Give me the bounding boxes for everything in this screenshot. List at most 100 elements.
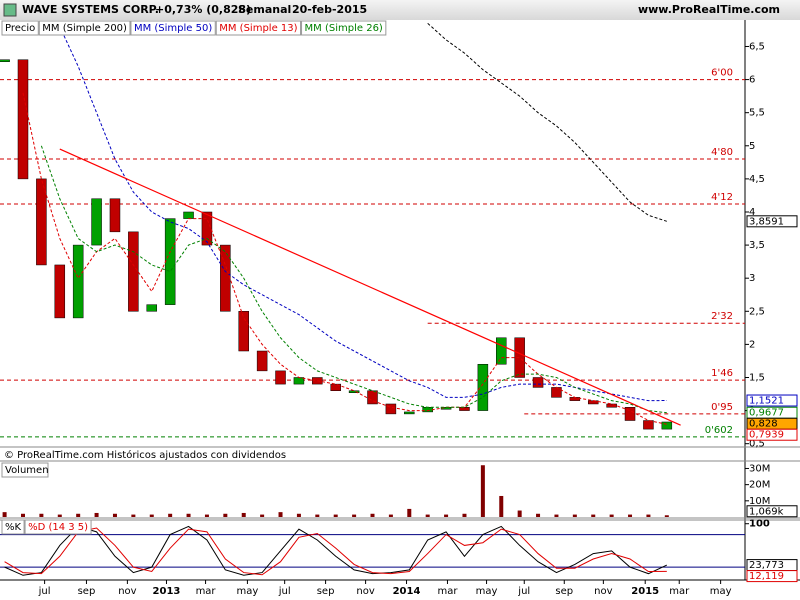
candle [256, 350, 268, 372]
candle [551, 387, 562, 398]
candle [109, 198, 121, 233]
volume-bar [260, 514, 265, 517]
candle [238, 311, 249, 352]
instrument-title: WAVE SYSTEMS CORP. [22, 3, 159, 16]
volume-bar [591, 514, 596, 517]
price-axis-area [745, 20, 800, 580]
indicator-line [4, 525, 668, 576]
volume-bar [2, 512, 7, 517]
volume-bar [407, 508, 412, 517]
legend-box [1, 519, 25, 535]
y-tick-label: 30M [749, 463, 770, 474]
header-bar [0, 0, 800, 20]
x-tick-label: 2013 [153, 586, 181, 597]
legend-entry: %D (14 3 5) [28, 522, 88, 533]
x-tick-label: jul [517, 586, 530, 597]
volume-bar [572, 514, 577, 517]
volume-bar [352, 514, 357, 517]
legend-entry: MM (Simple 13) [219, 23, 297, 34]
level-label: 4'80 [711, 147, 733, 158]
x-tick-label: 2015 [631, 586, 659, 597]
candle [164, 218, 176, 305]
x-tick-label: sep [78, 586, 96, 597]
volume-bar [536, 513, 541, 517]
x-tick-label: sep [555, 586, 573, 597]
menu-icon[interactable] [3, 3, 17, 17]
value-label: 0,9677 [749, 408, 784, 419]
candle [72, 244, 84, 319]
value-label: 1,1521 [749, 396, 784, 407]
x-tick-label: may [237, 586, 259, 597]
price-change: +0,73% (0,828) [155, 3, 251, 16]
x-tick-label: nov [594, 586, 612, 597]
x-tick-label: nov [356, 586, 374, 597]
x-tick-label: jul [38, 586, 51, 597]
value-label: 3,8591 [749, 216, 784, 227]
candle [201, 211, 213, 246]
candle [514, 337, 525, 378]
volume-bar [628, 514, 633, 517]
period: Semanal [238, 3, 291, 16]
volume-bar [149, 514, 154, 517]
volume-bar [94, 512, 99, 517]
candle [17, 59, 29, 180]
volume-bar [480, 465, 485, 517]
legend-box [301, 20, 387, 36]
volume-bar [223, 513, 228, 517]
legend-entry: %K [5, 522, 22, 533]
volume-bar [76, 513, 81, 517]
volume-bar [20, 513, 25, 517]
level-label: 0'602 [705, 425, 733, 436]
volume-bar [39, 513, 44, 517]
value-label: 0,828 [749, 419, 778, 430]
volume-bar [664, 515, 669, 517]
volume-bar [388, 514, 393, 517]
level-label: 4'12 [711, 192, 733, 203]
volume-bar [241, 512, 246, 517]
volume-bar [646, 514, 651, 517]
candle [0, 59, 10, 62]
indicator-line [40, 145, 667, 414]
value-label: 0,7939 [749, 430, 784, 441]
legend-box [215, 20, 302, 36]
volume-bar [112, 513, 117, 517]
indicator-line [427, 22, 667, 222]
y-tick-label: 5 [749, 141, 755, 152]
candle [128, 231, 139, 312]
value-label-box [746, 570, 798, 583]
date: 20-feb-2015 [292, 3, 367, 16]
legend-entry: MM (Simple 50) [134, 23, 212, 34]
y-tick-label: 100 [749, 519, 770, 530]
candle [36, 178, 47, 266]
candle [348, 390, 360, 393]
candle [643, 420, 654, 430]
x-tick-label: mar [196, 586, 217, 597]
legend-box [24, 519, 92, 535]
x-tick-label: mar [669, 586, 690, 597]
indicator-line [4, 527, 667, 576]
x-tick-label: sep [317, 586, 335, 597]
candle [496, 337, 507, 365]
volume-bar [609, 514, 614, 517]
y-tick-label: 0,5 [749, 439, 765, 450]
volume-bar [425, 514, 430, 517]
candle [477, 363, 489, 411]
volume-bar [57, 514, 62, 517]
volume-bar [168, 513, 173, 517]
value-label-box [746, 505, 798, 518]
level-label: 0'95 [711, 402, 733, 413]
x-tick-label: mar [437, 586, 458, 597]
panel-title-box [1, 462, 49, 478]
trendline [59, 148, 681, 426]
candle [91, 198, 102, 246]
volume-bar [296, 513, 301, 517]
candle [661, 421, 673, 430]
y-tick-label: 4,5 [749, 174, 765, 185]
y-tick-label: 2 [749, 339, 755, 350]
candle [275, 370, 286, 385]
x-tick-label: 2014 [393, 586, 421, 597]
level-label: 1'46 [711, 368, 733, 379]
volume-bar [278, 512, 283, 517]
volume-bar [186, 513, 191, 517]
y-tick-label: 1,5 [749, 372, 765, 383]
